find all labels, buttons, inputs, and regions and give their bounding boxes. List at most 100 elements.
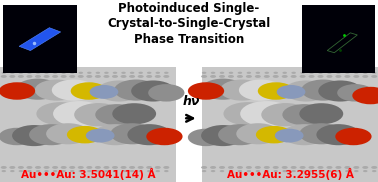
Circle shape <box>114 80 158 101</box>
Circle shape <box>95 104 139 125</box>
Circle shape <box>26 75 33 78</box>
Circle shape <box>301 80 345 101</box>
Circle shape <box>87 170 91 172</box>
Circle shape <box>273 166 279 169</box>
Circle shape <box>29 124 73 145</box>
Circle shape <box>90 85 118 99</box>
Circle shape <box>97 80 141 102</box>
Circle shape <box>69 75 75 78</box>
Circle shape <box>282 72 287 74</box>
Circle shape <box>86 166 92 169</box>
Circle shape <box>337 84 373 102</box>
Circle shape <box>318 166 324 169</box>
Circle shape <box>147 72 152 74</box>
Circle shape <box>2 72 6 74</box>
Circle shape <box>35 166 41 169</box>
Circle shape <box>228 166 234 169</box>
Circle shape <box>188 82 224 100</box>
Circle shape <box>273 75 279 78</box>
Text: Au•••Au: 3.5041(14) Å: Au•••Au: 3.5041(14) Å <box>20 168 155 180</box>
Circle shape <box>352 87 378 104</box>
Circle shape <box>79 72 83 74</box>
Circle shape <box>96 170 100 172</box>
Circle shape <box>211 72 215 74</box>
Circle shape <box>256 126 292 143</box>
Circle shape <box>93 124 137 145</box>
Circle shape <box>327 75 333 78</box>
Circle shape <box>155 72 160 74</box>
Circle shape <box>300 75 306 78</box>
Circle shape <box>354 170 359 172</box>
Circle shape <box>336 170 341 172</box>
Circle shape <box>255 166 261 169</box>
Circle shape <box>131 80 175 102</box>
Circle shape <box>129 166 135 169</box>
Circle shape <box>0 82 35 100</box>
Circle shape <box>220 80 264 101</box>
Circle shape <box>148 84 184 102</box>
Circle shape <box>44 170 49 172</box>
Circle shape <box>2 170 6 172</box>
Bar <box>0 67 176 182</box>
Circle shape <box>371 166 377 169</box>
Circle shape <box>264 75 270 78</box>
Circle shape <box>220 72 224 74</box>
Circle shape <box>344 75 350 78</box>
Circle shape <box>70 170 74 172</box>
Circle shape <box>273 170 278 172</box>
Circle shape <box>69 166 75 169</box>
Circle shape <box>10 170 15 172</box>
Circle shape <box>318 75 324 78</box>
Circle shape <box>138 170 143 172</box>
Circle shape <box>284 80 328 102</box>
Circle shape <box>264 166 270 169</box>
Circle shape <box>238 72 242 74</box>
Circle shape <box>155 166 161 169</box>
Circle shape <box>113 72 117 74</box>
Circle shape <box>79 170 83 172</box>
Circle shape <box>219 75 225 78</box>
Circle shape <box>53 72 57 74</box>
Circle shape <box>210 75 216 78</box>
Circle shape <box>164 170 169 172</box>
Circle shape <box>1 75 7 78</box>
Circle shape <box>121 75 127 78</box>
Circle shape <box>163 75 169 78</box>
Circle shape <box>301 72 305 74</box>
Circle shape <box>362 75 368 78</box>
Circle shape <box>155 170 160 172</box>
Circle shape <box>104 166 110 169</box>
Circle shape <box>112 103 156 124</box>
Circle shape <box>163 166 169 169</box>
Circle shape <box>146 75 152 78</box>
Circle shape <box>291 170 296 172</box>
Circle shape <box>220 170 224 172</box>
Bar <box>202 67 378 182</box>
Circle shape <box>223 102 272 125</box>
Text: hν: hν <box>182 95 200 108</box>
Circle shape <box>121 170 126 172</box>
Circle shape <box>255 75 261 78</box>
Circle shape <box>327 166 333 169</box>
Circle shape <box>9 75 15 78</box>
Circle shape <box>291 75 297 78</box>
Circle shape <box>61 170 66 172</box>
Circle shape <box>1 166 7 169</box>
Circle shape <box>121 166 127 169</box>
Circle shape <box>112 75 118 78</box>
Circle shape <box>86 75 92 78</box>
Circle shape <box>246 72 251 74</box>
Circle shape <box>52 80 96 101</box>
Circle shape <box>53 170 57 172</box>
Circle shape <box>316 124 360 145</box>
Circle shape <box>78 75 84 78</box>
Circle shape <box>60 75 67 78</box>
Circle shape <box>275 129 304 143</box>
Circle shape <box>308 166 314 169</box>
Circle shape <box>147 170 152 172</box>
Circle shape <box>210 166 216 169</box>
Circle shape <box>18 75 24 78</box>
Circle shape <box>240 101 293 126</box>
Circle shape <box>96 72 100 74</box>
Circle shape <box>236 123 280 144</box>
